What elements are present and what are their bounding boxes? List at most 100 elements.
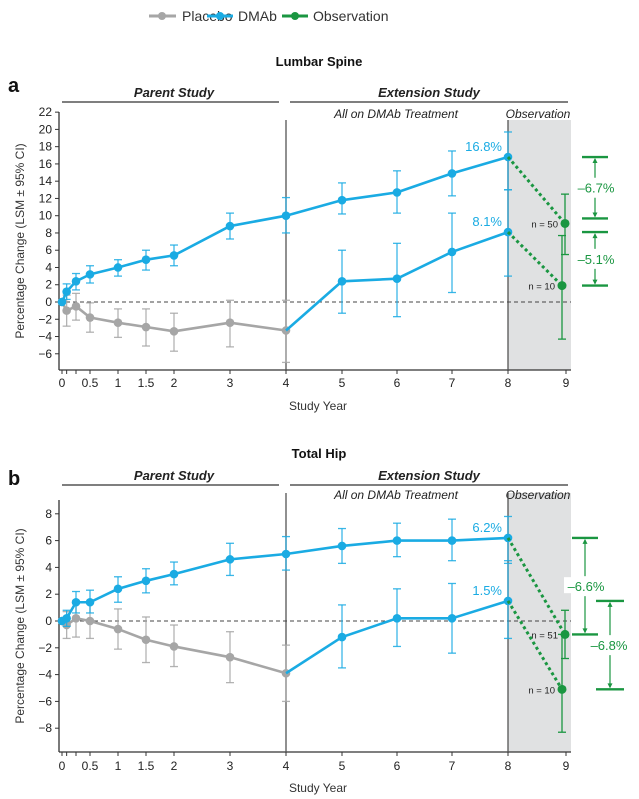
data-point xyxy=(169,642,179,651)
data-point xyxy=(337,541,347,551)
y-tick-label: 22 xyxy=(39,105,53,119)
change-label: –5.1% xyxy=(578,252,615,267)
arrow-head-up-icon xyxy=(582,538,588,544)
data-point xyxy=(557,684,567,694)
arrow-head-up-icon xyxy=(592,158,598,164)
observation-dotted-line xyxy=(506,156,567,225)
data-point xyxy=(85,313,95,322)
observation-dotted-line xyxy=(506,537,567,636)
observation-2: n = 10 xyxy=(506,600,567,733)
y-tick-label: 4 xyxy=(45,560,52,574)
header-extension-study: Extension Study xyxy=(378,468,481,483)
header-parent-study: Parent Study xyxy=(134,85,215,100)
n-label: n = 51 xyxy=(531,630,558,641)
data-point xyxy=(141,576,151,586)
x-tick-label: 6 xyxy=(394,376,401,390)
x-axis-label: Study Year xyxy=(289,399,347,413)
header-treatment: All on DMAb Treatment xyxy=(333,488,458,502)
legend-item-observation[interactable]: Observation xyxy=(282,8,388,24)
header-extension-study: Extension Study xyxy=(378,85,481,100)
arrow-head-down-icon xyxy=(592,212,598,218)
header-parent-study: Parent Study xyxy=(134,468,215,483)
data-point xyxy=(225,555,235,564)
data-label: 8.1% xyxy=(472,214,502,229)
y-tick-label: 8 xyxy=(45,507,52,521)
data-point xyxy=(71,302,81,311)
legend-label-observation: Observation xyxy=(313,8,388,24)
data-point xyxy=(62,306,71,315)
legend-marker-placebo xyxy=(158,12,166,20)
x-tick-label: 0.5 xyxy=(82,376,99,390)
header-treatment: All on DMAb Treatment xyxy=(333,107,458,121)
y-tick-label: −6 xyxy=(38,694,52,708)
panel-label: a xyxy=(8,75,20,97)
y-tick-label: 8 xyxy=(45,226,52,240)
y-tick-label: 6 xyxy=(45,243,52,257)
data-point xyxy=(447,614,457,623)
data-point xyxy=(225,318,235,328)
y-tick-label: −4 xyxy=(38,668,52,682)
observation-dotted-line xyxy=(506,231,564,287)
data-point xyxy=(281,549,291,559)
data-point xyxy=(71,597,81,607)
legend-item-dmab[interactable]: DMAb xyxy=(207,8,277,24)
data-label: 1.5% xyxy=(472,583,502,598)
change-bracket: –5.1% xyxy=(574,230,618,287)
y-tick-label: 2 xyxy=(45,278,52,292)
data-point xyxy=(337,195,347,205)
data-point xyxy=(169,251,179,260)
y-tick-label: −8 xyxy=(38,721,52,735)
data-point xyxy=(141,635,151,645)
data-point xyxy=(113,624,123,634)
change-bracket: –6.8% xyxy=(587,599,631,691)
data-point xyxy=(85,597,95,607)
data-point xyxy=(337,276,347,286)
y-tick-label: 16 xyxy=(39,157,53,171)
y-tick-label: −6 xyxy=(38,347,52,361)
series-dmab-long-term: 16.8% xyxy=(57,131,513,307)
data-point xyxy=(57,297,67,307)
series-dmab-crossover: 8.1% xyxy=(285,189,513,332)
data-point xyxy=(113,318,123,328)
legend: Placebo DMAb Observation xyxy=(149,8,388,24)
y-tick-label: 18 xyxy=(39,140,53,154)
data-point xyxy=(85,270,95,279)
x-tick-label: 1.5 xyxy=(138,376,155,390)
x-tick-label: 2 xyxy=(171,376,178,390)
data-point xyxy=(225,221,235,231)
data-point xyxy=(62,287,71,296)
observation-region xyxy=(508,493,571,752)
observation-region xyxy=(508,120,571,370)
x-tick-label: 2 xyxy=(171,759,178,773)
n-label: n = 10 xyxy=(528,685,555,696)
arrow-head-down-icon xyxy=(592,279,598,285)
data-point xyxy=(447,247,457,257)
legend-marker-dmab xyxy=(216,12,224,20)
x-tick-label: 8 xyxy=(505,759,512,773)
y-tick-label: −4 xyxy=(38,330,52,344)
series-dmab-long-term: 6.2% xyxy=(57,515,513,628)
legend-label-dmab: DMAb xyxy=(238,8,277,24)
series-placebo xyxy=(57,600,291,703)
y-axis-label: Percentage Change (LSM ± 95% CI) xyxy=(13,528,27,723)
legend-marker-observation xyxy=(291,12,299,20)
arrow-head-up-icon xyxy=(592,233,598,239)
x-tick-label: 6 xyxy=(394,759,401,773)
data-point xyxy=(281,211,291,220)
n-label: n = 10 xyxy=(528,282,555,293)
data-point xyxy=(113,263,123,272)
header-observation: Observation xyxy=(506,488,571,502)
data-point xyxy=(141,255,151,265)
x-tick-label: 1.5 xyxy=(138,759,155,773)
header-observation: Observation xyxy=(506,107,571,121)
y-tick-label: −2 xyxy=(38,312,52,326)
bracket-label-bg xyxy=(564,577,608,594)
data-point xyxy=(141,322,151,332)
data-point xyxy=(169,327,179,336)
data-point xyxy=(169,569,179,579)
y-tick-label: 12 xyxy=(39,191,53,205)
data-point xyxy=(392,274,402,283)
data-point xyxy=(447,169,457,178)
x-tick-label: 0.5 xyxy=(82,759,99,773)
observation-1: n = 50 xyxy=(506,156,570,256)
